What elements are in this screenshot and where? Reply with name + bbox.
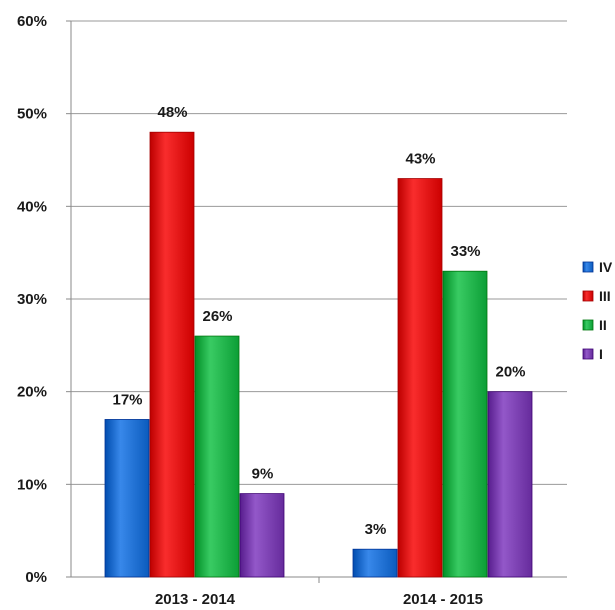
- data-label: 3%: [365, 521, 387, 538]
- data-labels: 17% 48% 26% 9% 3% 43% 33% 20%: [112, 104, 525, 538]
- y-tick-label: 10%: [17, 476, 47, 493]
- data-label: 43%: [405, 151, 435, 168]
- legend-label-iv: IV: [599, 259, 613, 275]
- bars: [104, 131, 533, 578]
- legend-swatch-iv: [582, 261, 594, 273]
- y-tick-label: 20%: [17, 384, 47, 401]
- bar-i-2: [487, 391, 533, 578]
- bar-i-1: [239, 493, 285, 578]
- y-tick-label: 30%: [17, 291, 47, 308]
- bar-iii-2: [397, 178, 443, 578]
- bar-ii-1: [194, 335, 240, 578]
- x-category-label: 2014 - 2015: [403, 591, 483, 608]
- legend-label-ii: II: [599, 317, 607, 333]
- legend-swatch-ii: [582, 319, 594, 331]
- x-category-label: 2013 - 2014: [155, 591, 236, 608]
- legend-swatch-i: [582, 348, 594, 360]
- data-label: 9%: [252, 466, 274, 483]
- bar-iv-2: [352, 548, 398, 578]
- y-tick-label: 40%: [17, 198, 47, 215]
- y-tick-label: 60%: [17, 13, 47, 30]
- y-tick-label: 50%: [17, 106, 47, 123]
- legend-swatch-iii: [582, 290, 594, 302]
- data-label: 33%: [450, 243, 480, 260]
- data-label: 17%: [112, 391, 142, 408]
- data-label: 26%: [202, 308, 232, 325]
- data-label: 20%: [495, 364, 525, 381]
- bar-ii-2: [442, 270, 488, 578]
- legend-label-i: I: [599, 346, 603, 362]
- y-tick-label: 0%: [25, 569, 47, 586]
- bar-iii-1: [149, 131, 195, 578]
- bar-iv-1: [104, 419, 150, 578]
- legend-label-iii: III: [599, 288, 611, 304]
- axes: 0% 10% 20% 30% 40% 50% 60% 2013 - 2014 2014 - 20…: [17, 13, 567, 608]
- data-label: 48%: [157, 104, 187, 121]
